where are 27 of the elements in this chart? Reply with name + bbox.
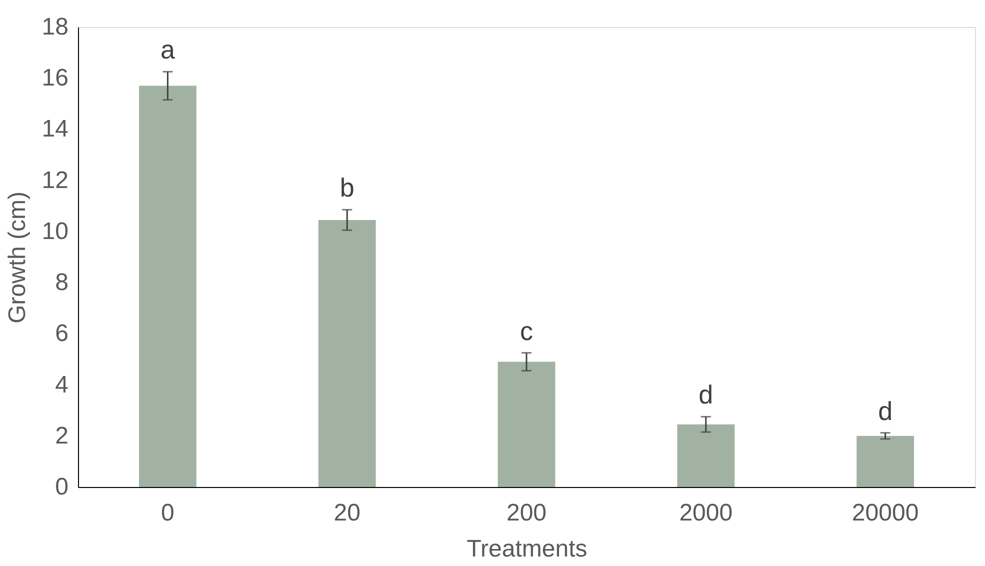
y-tick-label: 16 (42, 64, 68, 92)
y-tick-label: 2 (55, 422, 68, 450)
x-tick-label: 20000 (852, 500, 919, 526)
annotation: b (340, 172, 354, 203)
y-axis-title: Growth (cm) (4, 192, 31, 324)
y-tick-label: 8 (55, 269, 68, 296)
x-tick-label: 0 (161, 500, 174, 526)
y-tick-label: 12 (42, 166, 68, 194)
y-tick-label: 14 (42, 116, 68, 143)
y-tick-label: 18 (42, 14, 68, 40)
bar (318, 220, 376, 487)
x-tick-label: 20 (334, 500, 360, 526)
bar (856, 436, 914, 487)
bar (498, 362, 556, 487)
x-tick-label: 2000 (679, 500, 733, 526)
x-tick-label: 200 (506, 500, 547, 526)
bar (677, 424, 735, 487)
y-tick-label: 0 (55, 474, 68, 500)
annotation: c (520, 316, 533, 346)
annotation: a (160, 34, 176, 65)
y-tick-label: 10 (42, 218, 68, 245)
y-tick-label: 4 (55, 371, 68, 398)
annotation: d (878, 396, 893, 426)
x-axis-title: Treatments (466, 536, 588, 562)
annotation: d (698, 380, 714, 410)
bar (138, 86, 196, 487)
y-tick-label: 6 (55, 320, 68, 348)
